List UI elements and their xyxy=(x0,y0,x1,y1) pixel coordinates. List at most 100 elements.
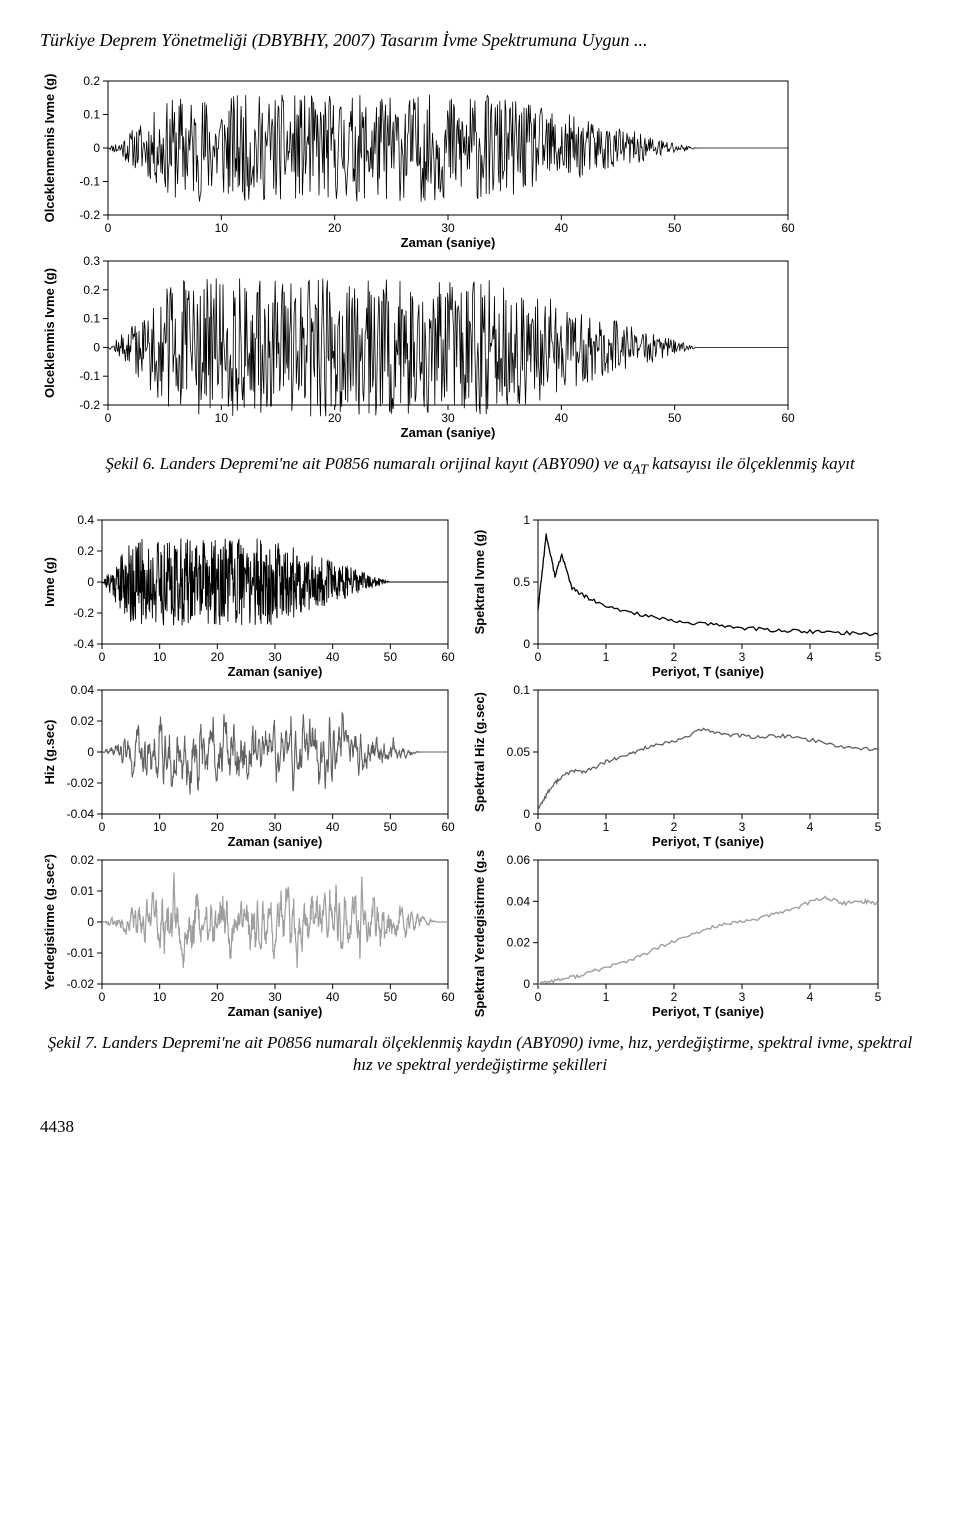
svg-text:-0.02: -0.02 xyxy=(67,977,95,991)
svg-text:0.05: 0.05 xyxy=(507,745,531,759)
svg-text:Periyot, T (saniye): Periyot, T (saniye) xyxy=(652,834,764,849)
svg-text:20: 20 xyxy=(328,221,342,235)
svg-text:0: 0 xyxy=(99,820,106,834)
alpha-symbol: α xyxy=(623,454,632,473)
svg-text:-0.02: -0.02 xyxy=(67,776,95,790)
svg-text:0: 0 xyxy=(523,637,530,651)
svg-text:50: 50 xyxy=(668,221,682,235)
svg-text:10: 10 xyxy=(153,990,167,1004)
svg-text:60: 60 xyxy=(441,990,455,1004)
caption-label: Şekil 6. xyxy=(105,454,155,473)
svg-text:1: 1 xyxy=(603,650,610,664)
figure-7: 0102030405060-0.4-0.200.20.4Zaman (saniy… xyxy=(40,510,920,1020)
svg-text:-0.01: -0.01 xyxy=(67,946,95,960)
svg-text:Zaman (saniye): Zaman (saniye) xyxy=(401,425,496,440)
svg-text:0: 0 xyxy=(105,221,112,235)
svg-text:40: 40 xyxy=(555,221,569,235)
svg-text:0.1: 0.1 xyxy=(83,312,100,326)
svg-text:0.4: 0.4 xyxy=(77,513,94,527)
svg-text:0.2: 0.2 xyxy=(83,74,100,88)
svg-text:Spektral Hiz (g.sec): Spektral Hiz (g.sec) xyxy=(472,692,487,812)
figure-6: 0 10 20 30 40 50 60 -0.2 -0.1 0 0.1 0.2 Zaman (saniy… xyxy=(40,71,920,441)
svg-text:-0.2: -0.2 xyxy=(73,606,94,620)
svg-text:0: 0 xyxy=(87,745,94,759)
svg-text:Olceklenmis Ivme (g): Olceklenmis Ivme (g) xyxy=(42,268,57,398)
svg-text:0.02: 0.02 xyxy=(71,714,95,728)
svg-text:Yerdegistirme (g.sec²): Yerdegistirme (g.sec²) xyxy=(42,854,57,990)
svg-text:50: 50 xyxy=(384,990,398,1004)
svg-text:2: 2 xyxy=(671,650,678,664)
figure-7-caption: Şekil 7. Landers Depremi'ne ait P0856 nu… xyxy=(40,1032,920,1078)
svg-text:5: 5 xyxy=(875,990,882,1004)
svg-text:Spektral Yerdegistirme (g.sec²: Spektral Yerdegistirme (g.sec²) xyxy=(472,850,487,1017)
svg-text:30: 30 xyxy=(268,820,282,834)
page-number: 4438 xyxy=(40,1117,920,1137)
svg-text:30: 30 xyxy=(268,990,282,1004)
svg-text:0: 0 xyxy=(535,650,542,664)
svg-text:1: 1 xyxy=(603,820,610,834)
svg-text:10: 10 xyxy=(153,820,167,834)
caption-text-b: katsayısı ile ölçeklenmiş kayıt xyxy=(648,454,855,473)
svg-text:60: 60 xyxy=(441,820,455,834)
svg-text:50: 50 xyxy=(384,650,398,664)
svg-text:Zaman (saniye): Zaman (saniye) xyxy=(228,664,323,679)
svg-text:3: 3 xyxy=(739,820,746,834)
svg-text:40: 40 xyxy=(326,820,340,834)
svg-text:0: 0 xyxy=(99,650,106,664)
svg-text:60: 60 xyxy=(441,650,455,664)
svg-text:Zaman (saniye): Zaman (saniye) xyxy=(228,1004,323,1019)
svg-text:0.5: 0.5 xyxy=(513,575,530,589)
svg-text:0.2: 0.2 xyxy=(83,283,100,297)
svg-text:Periyot, T (saniye): Periyot, T (saniye) xyxy=(652,1004,764,1019)
svg-text:20: 20 xyxy=(211,990,225,1004)
svg-text:0.1: 0.1 xyxy=(83,108,100,122)
svg-text:-0.1: -0.1 xyxy=(79,175,100,189)
svg-text:-0.2: -0.2 xyxy=(79,398,100,412)
svg-text:Olceklenmemis Ivme (g): Olceklenmemis Ivme (g) xyxy=(42,74,57,223)
svg-text:50: 50 xyxy=(384,820,398,834)
svg-text:0.02: 0.02 xyxy=(71,853,95,867)
svg-text:40: 40 xyxy=(555,411,569,425)
svg-text:4: 4 xyxy=(807,820,814,834)
svg-text:0.2: 0.2 xyxy=(77,544,94,558)
svg-text:60: 60 xyxy=(781,221,795,235)
svg-text:0: 0 xyxy=(105,411,112,425)
svg-text:10: 10 xyxy=(215,221,229,235)
svg-text:60: 60 xyxy=(781,411,795,425)
svg-text:0: 0 xyxy=(99,990,106,1004)
svg-text:5: 5 xyxy=(875,650,882,664)
svg-text:Hiz (g.sec): Hiz (g.sec) xyxy=(42,719,57,784)
svg-text:0: 0 xyxy=(87,575,94,589)
svg-text:Zaman (saniye): Zaman (saniye) xyxy=(401,235,496,250)
svg-text:40: 40 xyxy=(326,990,340,1004)
svg-text:-0.4: -0.4 xyxy=(73,637,94,651)
caption-label: Şekil 7. xyxy=(48,1033,98,1052)
svg-text:20: 20 xyxy=(328,411,342,425)
svg-text:0.1: 0.1 xyxy=(513,683,530,697)
svg-text:0: 0 xyxy=(523,807,530,821)
svg-text:0: 0 xyxy=(535,820,542,834)
svg-text:0.06: 0.06 xyxy=(507,853,531,867)
svg-text:50: 50 xyxy=(668,411,682,425)
svg-text:4: 4 xyxy=(807,650,814,664)
svg-text:Periyot, T (saniye): Periyot, T (saniye) xyxy=(652,664,764,679)
svg-text:Zaman (saniye): Zaman (saniye) xyxy=(228,834,323,849)
svg-text:1: 1 xyxy=(603,990,610,1004)
svg-text:Ivme (g): Ivme (g) xyxy=(42,557,57,607)
svg-text:0.04: 0.04 xyxy=(71,683,95,697)
svg-text:4: 4 xyxy=(807,990,814,1004)
svg-text:1: 1 xyxy=(523,513,530,527)
caption-text: Landers Depremi'ne ait P0856 numaralı or… xyxy=(155,454,623,473)
svg-text:30: 30 xyxy=(441,411,455,425)
svg-text:10: 10 xyxy=(153,650,167,664)
svg-text:10: 10 xyxy=(215,411,229,425)
svg-text:2: 2 xyxy=(671,990,678,1004)
svg-text:5: 5 xyxy=(875,820,882,834)
svg-text:30: 30 xyxy=(441,221,455,235)
alpha-subscript: AT xyxy=(632,461,648,477)
svg-text:0: 0 xyxy=(93,340,100,354)
page-header: Türkiye Deprem Yönetmeliği (DBYBHY, 2007… xyxy=(40,30,920,51)
svg-text:3: 3 xyxy=(739,650,746,664)
svg-text:30: 30 xyxy=(268,650,282,664)
svg-text:0.04: 0.04 xyxy=(507,894,531,908)
